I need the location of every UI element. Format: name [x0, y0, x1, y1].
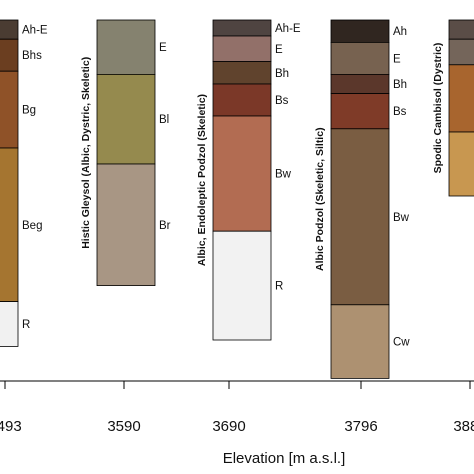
- profile-name: Albic Podzol (Skeletic, Siltic): [314, 127, 326, 271]
- horizon-label: Bs: [275, 95, 289, 107]
- horizon-bh: [212, 61, 272, 85]
- profile-name: Spodic Cambisol (Dystric): [432, 43, 444, 174]
- horizon-bhs: [0, 38, 19, 72]
- horizon-e: [96, 19, 156, 75]
- horizon-e: [330, 42, 390, 75]
- soil-profiles: Ah-E Bhs Bg Beg R E Bl Br Histic Gleysol (Albic,…: [0, 19, 474, 379]
- horizon-label: Bh: [393, 79, 407, 91]
- horizon-label: E: [275, 44, 283, 56]
- profile-name: Albic, Endoleptic Podzol (Skeletic): [196, 94, 208, 266]
- horizon-unlabeled-3: [448, 131, 474, 197]
- horizon-label: E: [159, 42, 167, 54]
- horizon-label: Beg: [22, 220, 42, 232]
- horizon-bg: [0, 70, 19, 149]
- horizon-label: Bw: [275, 169, 292, 181]
- soil-profile-3493: Ah-E Bhs Bg Beg R: [0, 19, 48, 347]
- horizon-unlabeled-0: [448, 19, 474, 40]
- horizon-ah: [330, 19, 390, 43]
- horizon-bh: [330, 74, 390, 95]
- horizon-unlabeled-2: [448, 64, 474, 133]
- horizon-label: Bhs: [22, 50, 42, 62]
- profile-name: Histic Gleysol (Albic, Dystric, Skeletic…: [80, 57, 92, 249]
- soil-profile-3796: Ah E Bh Bs Bw Cw Albic Podzol (Skeletic, Silti…: [314, 19, 410, 379]
- horizon-ah-e: [0, 19, 19, 40]
- x-axis-label: Elevation [m a.s.l.]: [223, 450, 346, 467]
- horizon-label: Cw: [393, 337, 410, 349]
- x-tick-label: 3690: [212, 418, 245, 435]
- horizon-bs: [330, 93, 390, 130]
- horizon-label: Ah-E: [275, 23, 301, 35]
- horizon-bw: [212, 115, 272, 232]
- horizon-bs: [212, 83, 272, 117]
- horizon-beg: [0, 147, 19, 303]
- horizon-r: [0, 301, 19, 347]
- horizon-label: Bh: [275, 68, 289, 80]
- horizon-label: Bs: [393, 106, 407, 118]
- x-tick-label: 3880: [453, 418, 474, 435]
- soil-profile-3690: Ah-E E Bh Bs Bw R Albic, Endoleptic Podzol (Sk…: [196, 19, 301, 341]
- x-tick-label: 3796: [344, 418, 377, 435]
- horizon-label: R: [22, 319, 30, 331]
- x-tick-label: 3590: [107, 418, 140, 435]
- horizon-e: [212, 35, 272, 63]
- horizon-ah-e: [212, 19, 272, 37]
- horizon-bw: [330, 128, 390, 306]
- horizon-label: Bl: [159, 114, 169, 126]
- x-axis: 3493 3590 3690 3796 3880: [0, 380, 474, 435]
- horizon-label: Bw: [393, 212, 410, 224]
- horizon-label: E: [393, 53, 401, 65]
- horizon-label: R: [275, 281, 283, 293]
- soil-profile-3880: Spodic Cambisol (Dystric): [432, 19, 474, 197]
- horizon-br: [96, 163, 156, 286]
- horizon-label: Bg: [22, 105, 36, 117]
- horizon-label: Br: [159, 220, 171, 232]
- soil-profile-3590: E Bl Br Histic Gleysol (Albic, Dystric, Ske…: [80, 19, 171, 286]
- horizon-r: [212, 230, 272, 341]
- x-tick-label: 3493: [0, 418, 22, 435]
- horizon-label: Ah: [393, 26, 407, 38]
- horizon-bl: [96, 74, 156, 165]
- horizon-cw: [330, 304, 390, 379]
- horizon-unlabeled-1: [448, 38, 474, 66]
- horizon-label: Ah-E: [22, 25, 48, 37]
